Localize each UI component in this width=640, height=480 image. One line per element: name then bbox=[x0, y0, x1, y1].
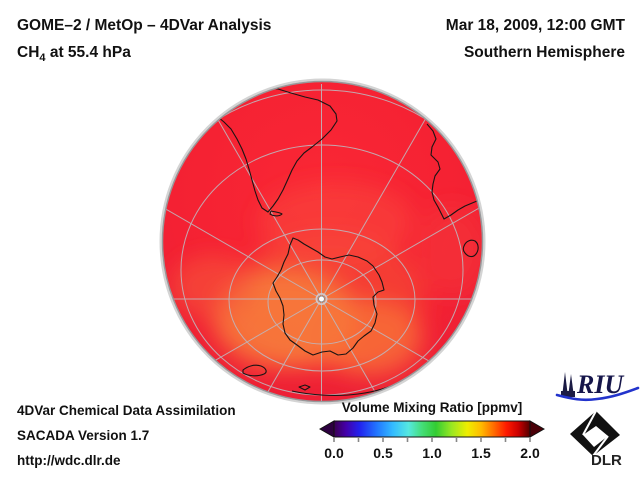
species-level-label: CH4 at 55.4 hPa bbox=[17, 44, 131, 64]
colorbar-tick-label: 2.0 bbox=[520, 445, 540, 461]
coastline-africa bbox=[426, 123, 478, 220]
assimilation-label: 4DVar Chemical Data Assimilation bbox=[17, 403, 236, 418]
graticule bbox=[162, 84, 483, 402]
south-pole-marker bbox=[315, 292, 328, 305]
page-title: GOME–2 / MetOp – 4DVar Analysis bbox=[17, 17, 272, 34]
colorbar-gradient-bar bbox=[333, 420, 531, 438]
riu-wave-icon bbox=[555, 386, 640, 402]
colorbar-tick-label: 1.5 bbox=[471, 445, 491, 461]
dlr-star-icon bbox=[570, 410, 620, 457]
colorbar-overflow-arrow bbox=[529, 420, 546, 438]
globe-halo bbox=[159, 78, 486, 405]
colorbar-ticks bbox=[333, 437, 531, 442]
coastline-tierra-del-fuego bbox=[269, 210, 283, 217]
coastline-small-island bbox=[298, 384, 311, 391]
version-label: SACADA Version 1.7 bbox=[17, 428, 150, 443]
colorbar-underflow-arrow bbox=[318, 420, 335, 438]
dlr-logo: DLR bbox=[570, 410, 622, 469]
pressure-level-label: at 55.4 hPa bbox=[45, 44, 131, 61]
colorbar bbox=[318, 420, 546, 442]
colorbar-tick-label: 1.0 bbox=[422, 445, 442, 461]
colorbar-title: Volume Mixing Ratio [ppmv] bbox=[341, 400, 523, 415]
coastlines bbox=[217, 87, 479, 396]
hemisphere-label: Southern Hemisphere bbox=[463, 44, 625, 61]
colorbar-tick-label: 0.5 bbox=[373, 445, 393, 461]
cathedral-icon bbox=[561, 372, 575, 397]
globe-rim bbox=[161, 80, 484, 403]
colorbar-tick-label: 0.0 bbox=[324, 445, 344, 461]
coastline-antarctica bbox=[272, 237, 385, 356]
coastline-south-america bbox=[217, 87, 338, 213]
coastline-madagascar bbox=[462, 239, 479, 258]
url-label: http://wdc.dlr.de bbox=[17, 453, 121, 468]
coastline-tasmania bbox=[242, 364, 267, 377]
datetime-label: Mar 18, 2009, 12:00 GMT bbox=[445, 17, 625, 34]
dlr-wordmark: DLR bbox=[591, 452, 622, 469]
species-subscript: 4 bbox=[39, 52, 46, 65]
colorbar-tick-labels: 0.0 0.5 1.0 1.5 2.0 bbox=[318, 445, 546, 463]
riu-logo: RIU bbox=[555, 370, 640, 402]
species-symbol: CH bbox=[17, 44, 40, 61]
